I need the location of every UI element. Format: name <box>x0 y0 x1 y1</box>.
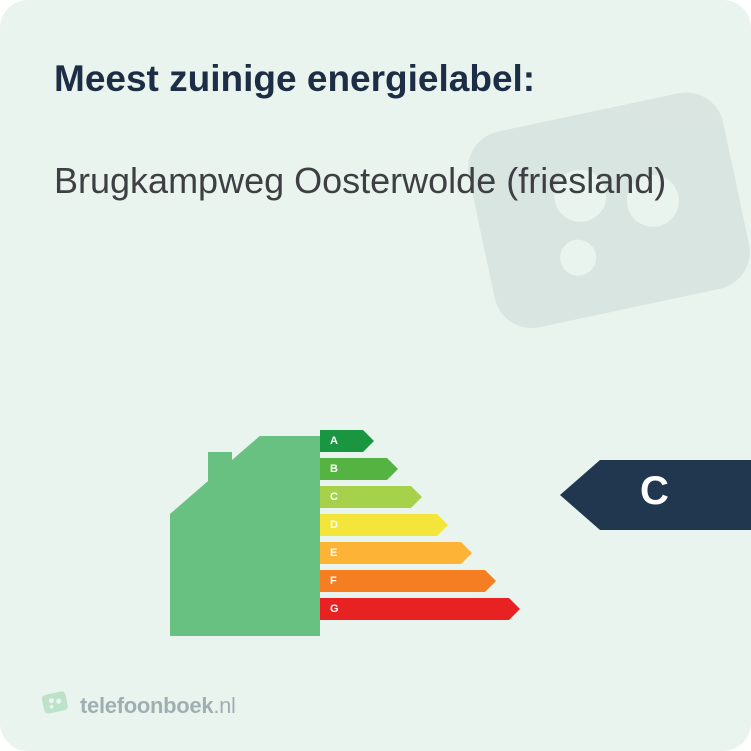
footer-brand-name: telefoonboek <box>80 693 213 718</box>
footer-brand: telefoonboek.nl <box>40 688 236 723</box>
bar-label: C <box>330 491 338 503</box>
bar-shape <box>320 514 448 536</box>
bar-shape <box>320 598 520 620</box>
bar-label: G <box>330 603 339 615</box>
energy-label-card: Meest zuinige energielabel: Brugkampweg … <box>0 0 751 751</box>
rating-value: C <box>640 469 669 514</box>
footer-brand-tld: .nl <box>213 693 235 718</box>
location-text: Brugkampweg Oosterwolde (friesland) <box>54 158 697 204</box>
bar-label: A <box>330 435 338 447</box>
bar-shape <box>320 542 472 564</box>
bar-label: B <box>330 463 338 475</box>
bar-label: D <box>330 519 338 531</box>
energy-chart: A B C D E F G C <box>170 400 730 650</box>
footer-logo-icon <box>40 688 70 723</box>
house-icon <box>170 436 320 641</box>
footer-brand-text: telefoonboek.nl <box>80 693 236 719</box>
bar-label: E <box>330 547 337 559</box>
bar-shape <box>320 570 496 592</box>
bar-shape <box>320 430 374 452</box>
rating-indicator: C <box>560 460 751 530</box>
bar-label: F <box>330 575 337 587</box>
card-title: Meest zuinige energielabel: <box>54 58 697 100</box>
